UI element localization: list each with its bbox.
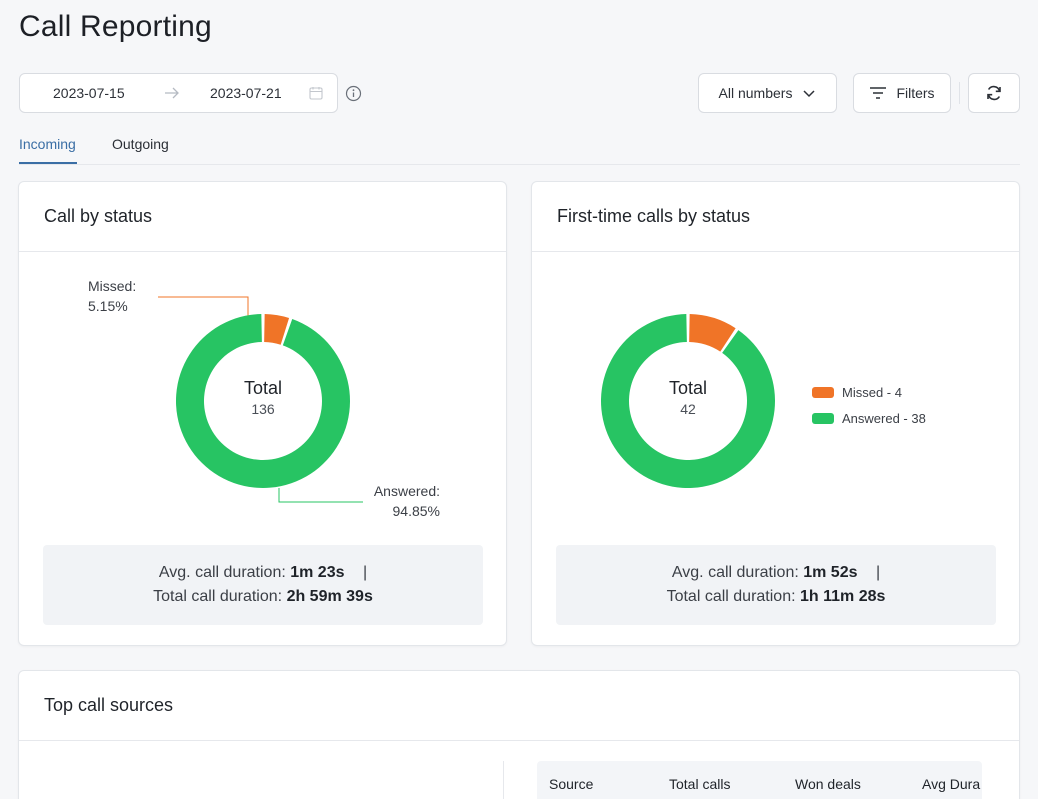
chevron-down-icon [803, 90, 815, 98]
numbers-dropdown-label: All numbers [718, 85, 793, 101]
column-header-won-deals[interactable]: Won deals [795, 776, 861, 792]
duration-stats: Avg. call duration: 1m 23s | Total call … [43, 545, 483, 625]
avg-duration-value: 1m 52s [803, 564, 858, 581]
page-title: Call Reporting [19, 10, 212, 43]
start-date[interactable]: 2023-07-15 [53, 85, 125, 101]
donut-slice-missed[interactable] [264, 314, 290, 345]
column-header-total-calls[interactable]: Total calls [669, 776, 731, 792]
donut-slice-answered[interactable] [176, 314, 350, 488]
missed-callout-label: Missed: [88, 278, 137, 294]
call-status-callout-lines [158, 296, 363, 503]
tab-incoming[interactable]: Incoming [19, 136, 76, 152]
numbers-dropdown[interactable]: All numbers [698, 73, 837, 113]
donut-slice-missed[interactable] [689, 314, 736, 352]
answered-callout-value: 94.85% [392, 503, 440, 519]
total-duration-value: 2h 59m 39s [286, 588, 373, 605]
answered-callout-label: Answered: [373, 483, 440, 499]
top-call-sources-card: Top call sources Source Total calls Won … [18, 670, 1020, 799]
column-header-avg-duration[interactable]: Avg Dura [922, 776, 981, 792]
donut-slice-answered[interactable] [601, 314, 775, 488]
toolbar-divider [959, 82, 960, 104]
avg-duration-value: 1m 23s [290, 564, 345, 581]
legend-swatch-answered [812, 412, 834, 424]
date-range-picker[interactable]: 2023-07-15 2023-07-21 [19, 73, 338, 113]
answered-callout: Answered: 94.85% [369, 481, 440, 521]
refresh-button[interactable] [968, 73, 1020, 113]
card-divider [532, 251, 1019, 252]
filter-icon [870, 87, 887, 99]
legend-label-missed: Missed - 4 [842, 384, 902, 400]
chart-legend: Missed - 4 Answered - 38 [812, 379, 926, 431]
donut-center-total: 136 [251, 401, 275, 417]
call-status-donut-chart [176, 314, 350, 488]
info-icon[interactable] [345, 85, 362, 102]
stats-separator: | [875, 564, 881, 581]
panel-divider [503, 761, 504, 799]
tab-outgoing[interactable]: Outgoing [112, 136, 169, 152]
legend-item-answered[interactable]: Answered - 38 [812, 405, 926, 431]
refresh-icon [987, 85, 1001, 101]
calendar-icon[interactable] [309, 86, 323, 100]
total-duration-label: Total call duration: [666, 588, 796, 605]
card-title: First-time calls by status [557, 206, 751, 226]
active-tab-indicator [19, 162, 77, 164]
total-duration-value: 1h 11m 28s [800, 588, 886, 605]
end-date[interactable]: 2023-07-21 [210, 85, 282, 101]
total-duration-label: Total call duration: [153, 588, 283, 605]
missed-callout-value: 5.15% [88, 298, 128, 314]
first-time-calls-card: First-time calls by status Total 42 Miss… [531, 181, 1020, 646]
card-divider [19, 740, 1019, 741]
duration-stats: Avg. call duration: 1m 52s | Total call … [556, 545, 996, 625]
card-title: Call by status [44, 206, 153, 226]
filters-button[interactable]: Filters [853, 73, 951, 113]
legend-swatch-missed [812, 386, 834, 398]
missed-callout: Missed: 5.15% [88, 276, 136, 316]
legend-item-missed[interactable]: Missed - 4 [812, 379, 926, 405]
sources-table-header: Source Total calls Won deals Avg Dura [537, 761, 982, 799]
card-divider [19, 251, 506, 252]
avg-duration-label: Avg. call duration: [158, 564, 286, 581]
card-title: Top call sources [44, 695, 174, 715]
filters-button-label: Filters [896, 85, 935, 101]
call-by-status-card: Call by status Total 136 Missed: 5.15% A… [18, 181, 507, 646]
donut-center-label: Total [668, 378, 708, 398]
legend-label-answered: Answered - 38 [842, 410, 926, 426]
tab-bar: Incoming Outgoing [19, 128, 1020, 165]
donut-center-label: Total [243, 378, 283, 398]
avg-duration-label: Avg. call duration: [671, 564, 799, 581]
arrow-right-icon [165, 87, 179, 99]
first-time-donut-chart [601, 314, 775, 488]
donut-center-total: 42 [680, 401, 696, 417]
column-header-source[interactable]: Source [549, 776, 594, 792]
stats-separator: | [362, 564, 368, 581]
